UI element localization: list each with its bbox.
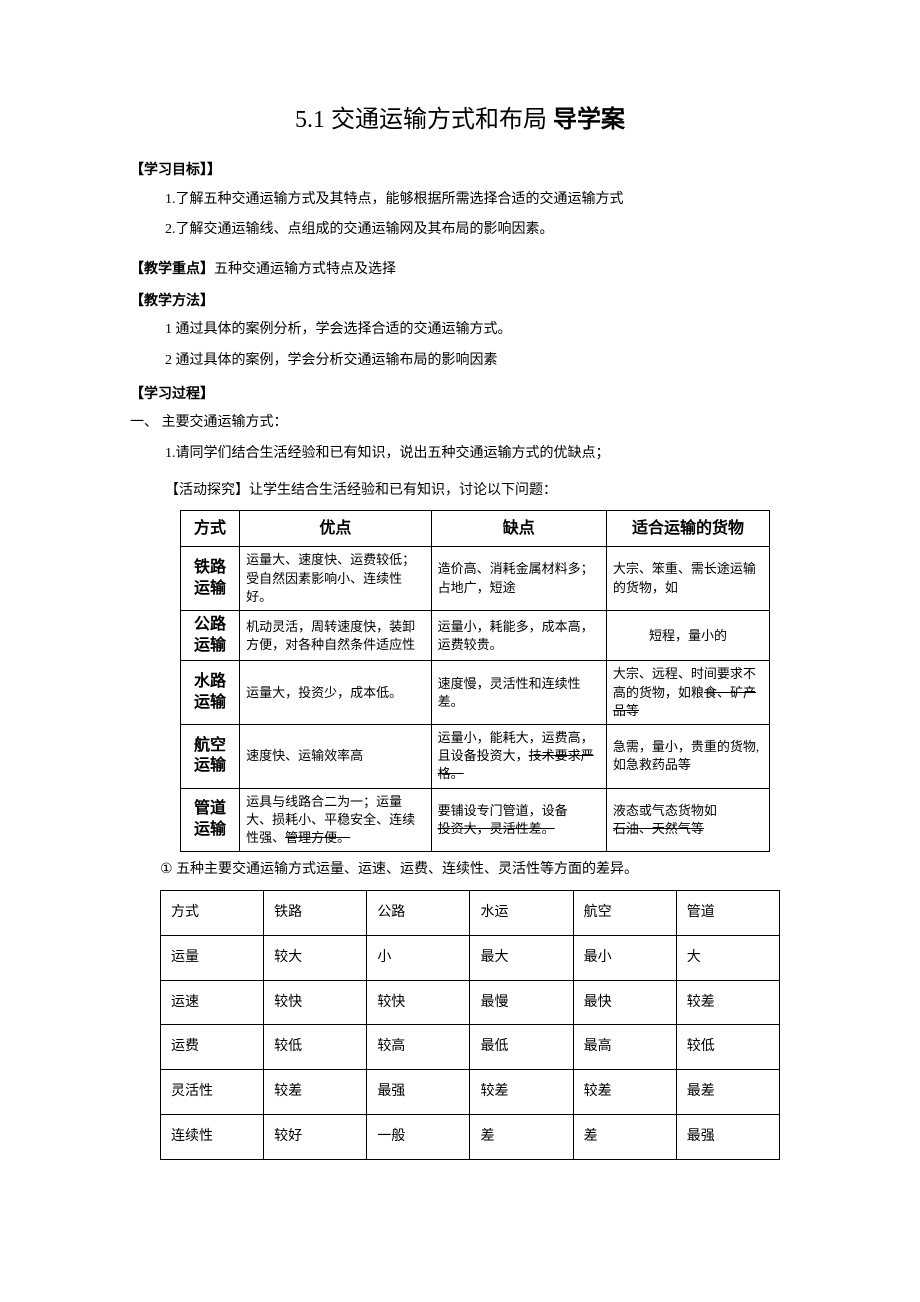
cell: 最快 [573, 980, 676, 1025]
method-item-1: 1 通过具体的案例分析，学会选择合适的交通运输方式。 [130, 317, 790, 344]
title-bold: 导学案 [553, 107, 625, 133]
table-header-row: 方式 铁路 公路 水运 航空 管道 [161, 890, 780, 935]
process-label: 【学习过程】 [130, 383, 790, 407]
cell: 较好 [264, 1114, 367, 1159]
table-header-row: 方式 优点 缺点 适合运输的货物 [181, 511, 770, 547]
title-prefix: 5.1 交通运输方式和布局 [295, 107, 553, 133]
target-label: 【学习目标】】 [130, 159, 790, 183]
cell-advantage: 速度快、运输效率高 [240, 725, 432, 789]
th: 方式 [161, 890, 264, 935]
cell: 较快 [367, 980, 470, 1025]
adv-strike: 管理方便。 [285, 830, 350, 845]
cell-disadvantage: 速度慢，灵活性和连续性差。 [431, 661, 606, 725]
th: 水运 [470, 890, 573, 935]
circle-number: ① [160, 858, 173, 882]
transport-modes-table: 方式 优点 缺点 适合运输的货物 铁路运输 运量大、速度快、运费较低；受自然因素… [180, 510, 770, 852]
cell: 较快 [264, 980, 367, 1025]
cell: 一般 [367, 1114, 470, 1159]
th: 公路 [367, 890, 470, 935]
method-label: 【教学方法】 [130, 290, 790, 314]
table-row: 运量 较大 小 最大 最小 大 [161, 935, 780, 980]
cargo-pre: 液态或气态货物如 [613, 803, 717, 818]
method-item-2: 2 通过具体的案例，学会分析交通运输布局的影响因素 [130, 348, 790, 375]
cell-disadvantage: 运量小，能耗大，运费高，且设备投资大，技术要求严格。 [431, 725, 606, 789]
cargo-strike: 石油、天然气等 [613, 821, 704, 836]
table-row: 灵活性 较差 最强 较差 较差 最差 [161, 1070, 780, 1115]
th: 铁路 [264, 890, 367, 935]
cell: 最差 [676, 1070, 779, 1115]
cell-advantage: 运量大，投资少，成本低。 [240, 661, 432, 725]
keypoint-label: 【教学重点】 [130, 262, 214, 277]
cell-method: 公路运输 [181, 610, 240, 661]
table-row: 水路运输 运量大，投资少，成本低。 速度慢，灵活性和连续性差。 大宗、远程、时间… [181, 661, 770, 725]
target-item-2: 2.了解交通运输线、点组成的交通运输网及其布局的影响因素。 [130, 217, 790, 244]
th: 航空 [573, 890, 676, 935]
cell-disadvantage: 要铺设专门管道，设备投资大，灵活性差。 [431, 788, 606, 852]
row-label: 运速 [161, 980, 264, 1025]
cell-advantage: 运具与线路合二为一；运量大、损耗小、平稳安全、连续性强、管理方便。 [240, 788, 432, 852]
th-method: 方式 [181, 511, 240, 547]
row-label: 连续性 [161, 1114, 264, 1159]
table-row: 航空运输 速度快、运输效率高 运量小，能耗大，运费高，且设备投资大，技术要求严格… [181, 725, 770, 789]
dis-pre: 要铺设专门管道，设备 [438, 803, 568, 818]
row-label: 运费 [161, 1025, 264, 1070]
cell-method: 水路运输 [181, 661, 240, 725]
dis-strike: 投资大，灵活性差。 [438, 821, 555, 836]
cell-disadvantage: 造价高、消耗金属材料多；占地广，短途 [431, 547, 606, 611]
cell: 较高 [367, 1025, 470, 1070]
cell-cargo: 大宗、笨重、需长途运输的货物，如 [606, 547, 769, 611]
cell-disadvantage: 运量小，耗能多，成本高，运费较贵。 [431, 610, 606, 661]
table-row: 铁路运输 运量大、速度快、运费较低；受自然因素影响小、连续性好。 造价高、消耗金… [181, 547, 770, 611]
row-label: 灵活性 [161, 1070, 264, 1115]
table-row: 连续性 较好 一般 差 差 最强 [161, 1114, 780, 1159]
note-text: 五种主要交通运输方式运量、运速、运费、连续性、灵活性等方面的差异。 [173, 862, 639, 877]
cell-method: 铁路运输 [181, 547, 240, 611]
cell: 较差 [573, 1070, 676, 1115]
th: 管道 [676, 890, 779, 935]
cell: 差 [573, 1114, 676, 1159]
note-line: ① 五种主要交通运输方式运量、运速、运费、连续性、灵活性等方面的差异。 [160, 858, 790, 882]
cell: 较差 [470, 1070, 573, 1115]
cell: 小 [367, 935, 470, 980]
th-cargo: 适合运输的货物 [606, 511, 769, 547]
th-disadvantage: 缺点 [431, 511, 606, 547]
cell-method: 管道运输 [181, 788, 240, 852]
section-one: 一、 主要交通运输方式： [130, 410, 790, 437]
cell: 最大 [470, 935, 573, 980]
cell-advantage: 机动灵活，周转速度快，装卸方便，对各种自然条件适应性 [240, 610, 432, 661]
cell-cargo: 大宗、远程、时间要求不高的货物，如粮食、矿产品等 [606, 661, 769, 725]
th-advantage: 优点 [240, 511, 432, 547]
cell-cargo: 液态或气态货物如石油、天然气等 [606, 788, 769, 852]
cell: 较低 [676, 1025, 779, 1070]
table-row: 公路运输 机动灵活，周转速度快，装卸方便，对各种自然条件适应性 运量小，耗能多，… [181, 610, 770, 661]
cell: 较差 [264, 1070, 367, 1115]
cell: 较大 [264, 935, 367, 980]
comparison-table: 方式 铁路 公路 水运 航空 管道 运量 较大 小 最大 最小 大 运速 较快 … [160, 890, 780, 1160]
cell: 较低 [264, 1025, 367, 1070]
table-row: 运费 较低 较高 最低 最高 较低 [161, 1025, 780, 1070]
cell: 最小 [573, 935, 676, 980]
cell: 最强 [676, 1114, 779, 1159]
cell-cargo: 短程，量小的 [606, 610, 769, 661]
cell: 最慢 [470, 980, 573, 1025]
table-row: 运速 较快 较快 最慢 最快 较差 [161, 980, 780, 1025]
row-label: 运量 [161, 935, 264, 980]
page-title: 5.1 交通运输方式和布局 导学案 [130, 100, 790, 141]
cell-cargo: 急需，量小，贵重的货物,如急救药品等 [606, 725, 769, 789]
keypoint-line: 【教学重点】五种交通运输方式特点及选择 [130, 258, 790, 282]
activity-line: 【活动探究】让学生结合生活经验和已有知识，讨论以下问题： [130, 478, 790, 505]
cell: 大 [676, 935, 779, 980]
section-one-1: 1.请同学们结合生活经验和已有知识，说出五种交通运输方式的优缺点； [130, 441, 790, 468]
cell-method: 航空运输 [181, 725, 240, 789]
target-item-1: 1.了解五种交通运输方式及其特点，能够根据所需选择合适的交通运输方式 [130, 187, 790, 214]
cell: 较差 [676, 980, 779, 1025]
cell: 差 [470, 1114, 573, 1159]
cell: 最低 [470, 1025, 573, 1070]
table-row: 管道运输 运具与线路合二为一；运量大、损耗小、平稳安全、连续性强、管理方便。 要… [181, 788, 770, 852]
cell-advantage: 运量大、速度快、运费较低；受自然因素影响小、连续性好。 [240, 547, 432, 611]
keypoint-text: 五种交通运输方式特点及选择 [214, 262, 396, 277]
cell: 最强 [367, 1070, 470, 1115]
cell: 最高 [573, 1025, 676, 1070]
